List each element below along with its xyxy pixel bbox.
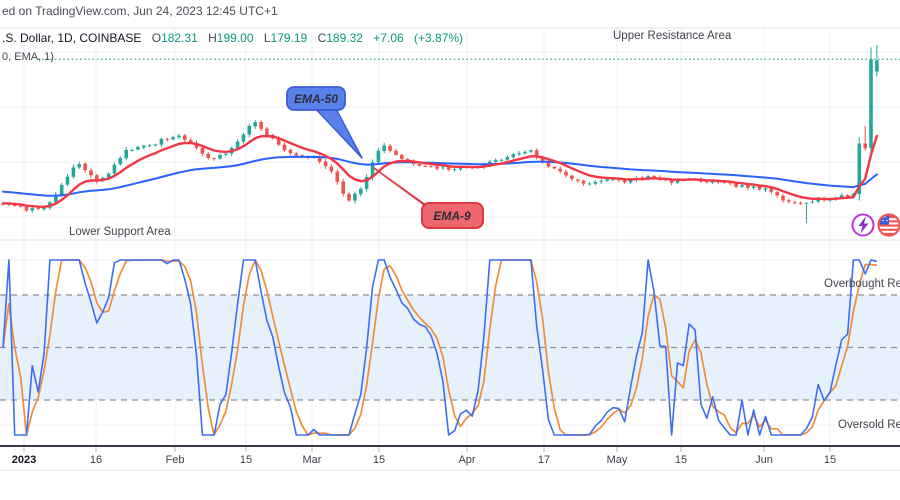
ema50-callout: EMA-50: [286, 86, 363, 159]
ohlc-close: C189.32: [317, 31, 363, 45]
x-axis-label: 15: [239, 454, 253, 466]
ema-lines: [1, 134, 879, 209]
x-axis-label: 16: [89, 454, 103, 466]
lower-support-label: Lower Support Area: [69, 226, 171, 238]
ohlc-open: O182.31: [151, 31, 198, 45]
symbol-title: .S. Dollar, 1D, COINBASE: [2, 31, 142, 45]
boost-lightning-icon[interactable]: [851, 213, 875, 237]
ohlc-low: L179.19: [263, 31, 308, 45]
oversold-label: Oversold Re: [838, 419, 900, 431]
ohlc-high: H199.00: [208, 31, 254, 45]
x-axis-label: Feb: [165, 454, 185, 466]
stochastic-band: [0, 294, 900, 401]
x-axis-label: Jun: [755, 454, 773, 466]
candlestick-series: [1, 45, 879, 223]
overbought-label: Overbought Re: [824, 278, 900, 290]
indicator-legend[interactable]: 0, EMA, 1): [2, 51, 54, 63]
symbol-legend[interactable]: .S. Dollar, 1D, COINBASE O182.31 H199.00…: [2, 31, 470, 45]
x-axis-label: 15: [372, 454, 386, 466]
change-value: +7.06: [373, 31, 404, 45]
stochastic-lines: [2, 259, 878, 436]
pane-borders: [0, 27, 900, 471]
x-axis-label: Mar: [302, 454, 322, 466]
x-axis-label: 2023: [11, 454, 37, 466]
x-axis-label: 15: [823, 454, 837, 466]
watermark-text: ed on TradingView.com, Jun 24, 2023 12:4…: [2, 4, 278, 18]
x-axis-label: Apr: [458, 454, 476, 466]
upper-resistance-label: Upper Resistance Area: [613, 30, 732, 42]
ema9-callout-label: EMA-9: [433, 209, 471, 223]
x-axis-label: 15: [674, 454, 688, 466]
change-percent: (+3.87%): [414, 31, 464, 45]
us-flag-icon[interactable]: [876, 212, 900, 238]
ema50-callout-label: EMA-50: [294, 92, 338, 106]
x-axis-label: 17: [537, 454, 551, 466]
x-axis-label: May: [606, 454, 628, 466]
ema9-callout: EMA-9: [373, 167, 484, 229]
